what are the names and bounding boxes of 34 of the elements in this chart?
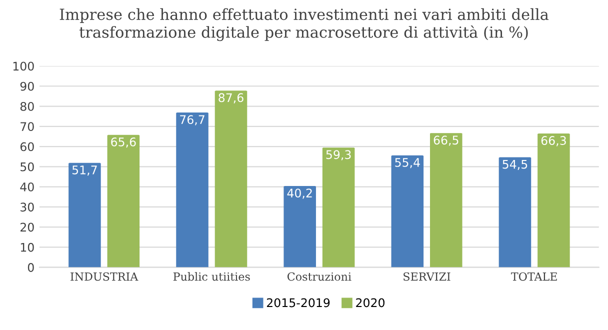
y-tick-label: 10	[20, 242, 34, 252]
data-label: 76,7	[180, 115, 204, 126]
y-tick-label: 20	[20, 222, 34, 232]
bar	[176, 112, 208, 268]
y-tick-label: 70	[20, 122, 34, 132]
data-label: 55,4	[395, 158, 420, 168]
data-label: 65,6	[111, 137, 136, 148]
y-tick-label: 0	[28, 263, 34, 272]
bar	[214, 90, 248, 268]
y-tick-label: 50	[20, 162, 34, 172]
y-tick-label: 90	[20, 82, 34, 91]
data-label: 66,3	[541, 136, 566, 146]
data-label: 51,7	[72, 166, 97, 176]
chart-title: Imprese che hanno effettuato investimenti nei vari ambiti della trasformazione digitale per macrosettore di attività (in %)	[60, 8, 549, 42]
x-tick-label: INDUSTRIA	[70, 272, 138, 281]
data-label: 66,5	[434, 136, 458, 146]
x-tick-label: SERVIZI	[404, 272, 450, 281]
y-tick-label: 60	[20, 142, 34, 152]
y-tick-label: 40	[20, 182, 34, 192]
x-tick-label: Costruzioni	[288, 272, 352, 281]
bar	[538, 134, 570, 268]
bar	[322, 148, 355, 268]
legend-label: 2015-2019	[266, 298, 330, 308]
data-label: 59,3	[326, 150, 351, 160]
data-label: 54,5	[502, 160, 528, 170]
y-tick-label: 100	[13, 62, 34, 71]
data-label: 87,6	[218, 93, 244, 104]
data-label: 40,2	[287, 188, 312, 199]
x-tick-label: Public utiities	[173, 272, 250, 281]
x-tick-label: TOTALE	[511, 272, 557, 281]
y-tick-label: 80	[20, 102, 34, 111]
y-tick-label: 30	[20, 202, 34, 212]
bar	[430, 133, 462, 268]
legend-label: 2020	[356, 298, 384, 308]
